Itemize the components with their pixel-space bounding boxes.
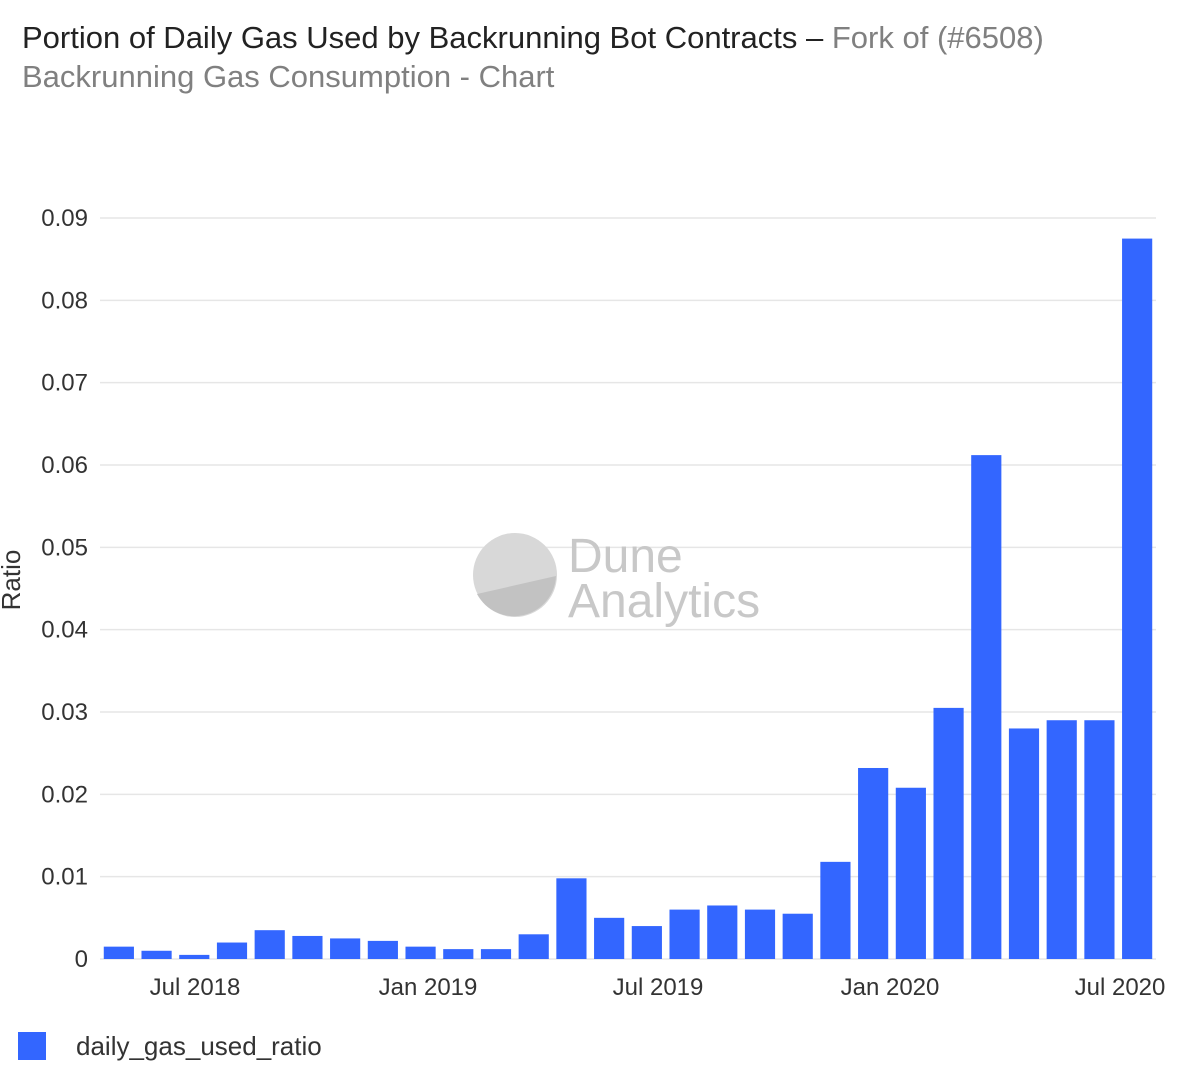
bar[interactable]	[1008, 728, 1040, 959]
watermark-line1: Dune	[568, 530, 683, 583]
bar[interactable]	[405, 946, 436, 959]
y-tick-label: 0.06	[41, 452, 88, 479]
y-tick-label: 0.05	[41, 534, 88, 561]
y-tick-label: 0	[75, 946, 88, 973]
bar[interactable]	[1122, 238, 1153, 960]
y-tick-label: 0.08	[41, 287, 88, 314]
bar[interactable]	[480, 949, 512, 959]
bar[interactable]	[782, 913, 813, 959]
bar[interactable]	[631, 926, 662, 959]
bar[interactable]	[1084, 720, 1115, 959]
y-tick-label: 0.04	[41, 617, 88, 644]
bar[interactable]	[367, 940, 398, 959]
bar[interactable]	[594, 917, 625, 959]
y-tick-label: 0.02	[41, 781, 88, 808]
bar[interactable]	[443, 949, 474, 959]
bar[interactable]	[1046, 720, 1077, 959]
bar[interactable]	[971, 455, 1002, 959]
chart-subtitle: Fork of (#6508) Backrunning Gas Consumpt…	[22, 20, 1044, 94]
bar[interactable]	[216, 942, 248, 959]
bar[interactable]	[292, 935, 323, 959]
bar[interactable]	[707, 905, 738, 959]
bars	[103, 238, 1153, 960]
x-axis-ticks: Jul 2018 Jan 2019 Jul 2019 Jan 2020 Jul 2020	[150, 974, 1166, 1001]
bar[interactable]	[933, 707, 964, 959]
x-tick-label: Jul 2020	[1075, 974, 1166, 1001]
bar[interactable]	[895, 787, 926, 959]
x-tick-label: Jul 2018	[150, 974, 241, 1001]
y-axis-title: Ratio	[0, 550, 26, 611]
y-tick-label: 0.07	[41, 370, 88, 397]
chart-title-main: Portion of Daily Gas Used by Backrunning…	[22, 20, 798, 55]
y-tick-label: 0.09	[41, 205, 88, 232]
y-tick-label: 0.01	[41, 864, 88, 891]
legend[interactable]: daily_gas_used_ratio	[18, 1030, 322, 1062]
watermark-logo-wedge	[477, 576, 556, 617]
bar[interactable]	[141, 950, 172, 959]
legend-swatch	[18, 1032, 46, 1060]
x-tick-label: Jan 2020	[841, 974, 940, 1001]
chart-title: Portion of Daily Gas Used by Backrunning…	[22, 18, 1142, 96]
bar[interactable]	[330, 938, 361, 959]
title-separator: –	[806, 20, 824, 55]
bar[interactable]	[669, 909, 700, 959]
bar[interactable]	[556, 878, 587, 959]
legend-label: daily_gas_used_ratio	[76, 1030, 322, 1061]
bar[interactable]	[179, 954, 210, 959]
bar[interactable]	[518, 934, 549, 959]
y-tick-label: 0.03	[41, 699, 88, 726]
y-axis-ticks: 0 0.01 0.02 0.03 0.04 0.05 0.06 0.07 0.08 0.09	[41, 205, 88, 973]
x-tick-label: Jan 2019	[379, 974, 478, 1001]
bar[interactable]	[103, 946, 134, 959]
x-tick-label: Jul 2019	[613, 974, 704, 1001]
watermark-line2: Analytics	[568, 575, 760, 628]
bar[interactable]	[254, 930, 285, 959]
bar[interactable]	[744, 909, 776, 959]
watermark: Dune Analytics	[473, 530, 760, 628]
bar[interactable]	[820, 861, 851, 959]
bar[interactable]	[858, 767, 889, 959]
